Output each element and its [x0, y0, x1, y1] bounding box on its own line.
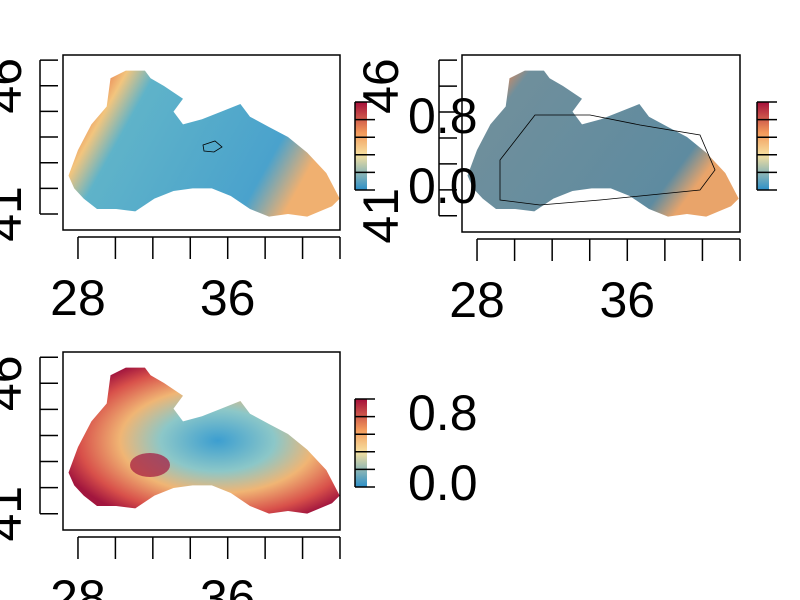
x-tick-label: 36 [599, 272, 655, 328]
x-tick-label: 36 [200, 270, 256, 326]
map-field [68, 367, 340, 514]
plot-frame [461, 54, 741, 233]
colorbar [757, 102, 769, 190]
plot-frame [62, 351, 341, 531]
y-tick-label: 46 [353, 58, 409, 114]
map-hotspot [130, 453, 170, 477]
y-tick-label: 46 [0, 355, 32, 411]
colorbar-label: 0.8 [408, 385, 478, 441]
colorbar [355, 102, 367, 190]
colorbar-label: 0.8 [408, 88, 478, 144]
map-field [68, 70, 340, 217]
plot-frame [62, 54, 341, 231]
colorbar-label: 0.0 [408, 158, 478, 214]
y-tick-label: 41 [353, 188, 409, 244]
contour [202, 140, 223, 153]
y-tick-label: 46 [0, 58, 32, 114]
x-tick-label: 28 [50, 270, 106, 326]
colorbar-label: 0.0 [408, 455, 478, 511]
colorbar [355, 399, 367, 487]
y-tick-label: 41 [0, 186, 32, 242]
x-tick-label: 28 [449, 272, 505, 328]
x-tick-label: 28 [50, 570, 106, 600]
y-tick-label: 41 [0, 486, 32, 542]
contour [499, 114, 716, 206]
x-tick-label: 36 [200, 570, 256, 600]
map-field [467, 70, 739, 217]
axes-layer: 28 36 41 46 0.0 0.8 28 36 41 46 28 36 41 46 0.0 0.8 [0, 54, 777, 600]
